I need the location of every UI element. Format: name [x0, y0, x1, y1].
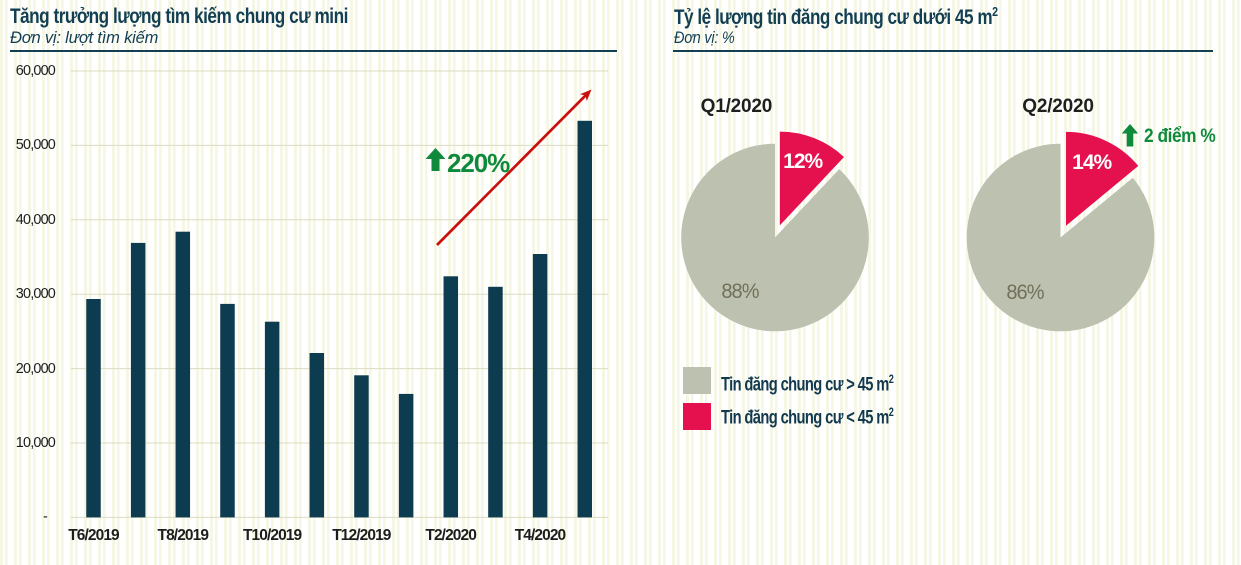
- svg-text:220%: 220%: [447, 148, 510, 178]
